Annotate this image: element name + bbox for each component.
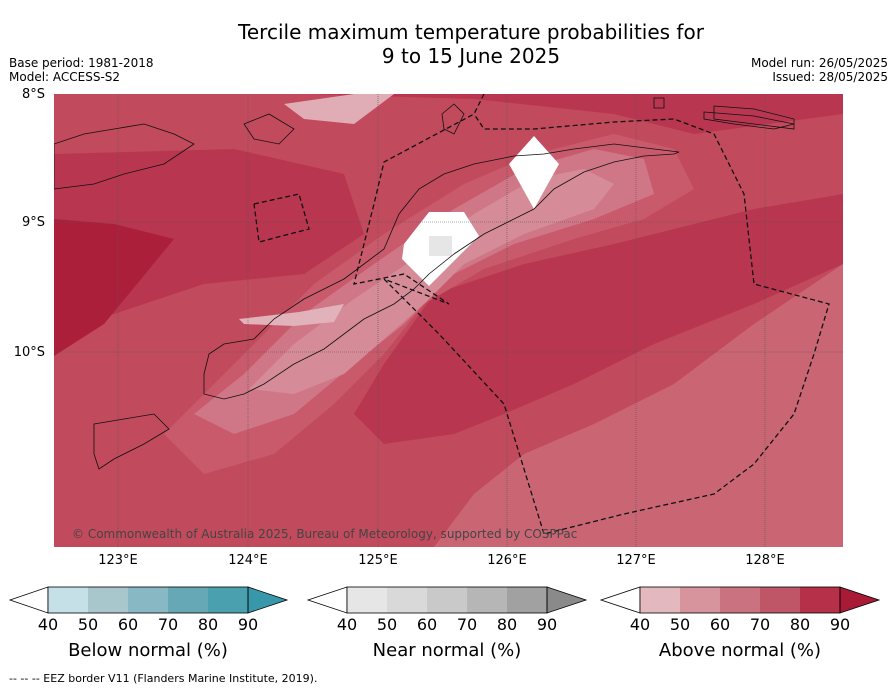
colorbar-below-normal: [8, 586, 289, 614]
gridlines: [54, 94, 843, 547]
cb-tick: 70: [749, 615, 771, 634]
colorbar-below-swatch: [48, 587, 88, 613]
sumba-rote-islands-outline: [93, 413, 170, 470]
atauro-island-outline: [441, 103, 465, 135]
cb-tick: 50: [669, 615, 691, 634]
lon-label: 128°E: [745, 553, 785, 568]
colorbar-above-swatch: [680, 587, 720, 613]
colorbar-near-extend-low: [306, 586, 348, 614]
contour-40-50-north: [284, 94, 394, 124]
colorbar-below-extend-low: [8, 586, 49, 614]
colorbar-above-normal: [599, 586, 881, 614]
alor-island-outline: [243, 113, 295, 145]
coastlines: [54, 97, 795, 470]
timor-island-outline: [203, 143, 680, 400]
colorbar-near-swatch: [347, 587, 387, 613]
cb-tick: 80: [197, 615, 219, 634]
cb-tick: 80: [496, 615, 518, 634]
wetar-island-outline: [703, 111, 795, 130]
title-line-2: 9 to 15 June 2025: [381, 44, 561, 68]
issued-date: Issued: 28/05/2025: [772, 70, 888, 84]
colorbar-near-swatch: [387, 587, 427, 613]
cb-tick: 50: [77, 615, 99, 634]
cb-tick: 50: [376, 615, 398, 634]
cb-tick: 60: [416, 615, 438, 634]
colorbar-below-swatch: [88, 587, 128, 613]
contour-60-70-southeast: [434, 264, 843, 547]
cb-tick: 60: [117, 615, 139, 634]
flores-island-outline: [54, 123, 195, 190]
colorbar-title-below: Below normal (%): [68, 640, 228, 661]
lon-label: 123°E: [98, 553, 138, 568]
colorbar-title-near: Near normal (%): [372, 640, 522, 661]
colorbar-above-swatch: [760, 587, 800, 613]
colorbars: [8, 586, 881, 614]
white-patch-east: [509, 136, 559, 209]
contour-40-50-corridor: [239, 304, 344, 326]
cb-tick: 40: [629, 615, 651, 634]
colorbar-near-swatch: [507, 587, 547, 613]
base-period: Base period: 1981-2018: [9, 56, 154, 70]
near-normal-patch: [429, 236, 452, 256]
eez-border: [253, 94, 830, 535]
colorbar-near-swatch: [427, 587, 467, 613]
lon-label: 125°E: [358, 553, 398, 568]
lat-label: 9°S: [21, 215, 45, 230]
chart-title: Tercile maximum temperature probabilitie…: [0, 20, 896, 68]
title-line-1: Tercile maximum temperature probabilitie…: [238, 20, 704, 44]
cb-tick: 90: [829, 615, 851, 634]
cb-tick: 70: [456, 615, 478, 634]
colorbar-above-swatch: [640, 587, 680, 613]
cb-tick: 80: [789, 615, 811, 634]
probability-map: © Commonwealth of Australia 2025, Bureau…: [54, 94, 843, 547]
lon-label: 124°E: [228, 553, 268, 568]
small-island-outline: [653, 97, 665, 109]
colorbar-below-swatch: [168, 587, 208, 613]
meta-right: Model run: 26/05/2025 Issued: 28/05/2025: [751, 56, 888, 84]
cb-tick: 90: [237, 615, 259, 634]
colorbar-above-extend-low: [599, 586, 641, 614]
colorbar-below-extend-high: [247, 586, 289, 614]
east-islands-outline: [713, 105, 795, 130]
colorbar-above-swatch: [800, 587, 840, 613]
cb-tick: 40: [37, 615, 59, 634]
colorbar-above-extend-high: [839, 586, 881, 614]
colorbar-below-swatch: [128, 587, 168, 613]
colorbar-title-above: Above normal (%): [658, 640, 822, 661]
colorbar-above-swatch: [720, 587, 760, 613]
contour-80-90-central: [354, 194, 843, 444]
cb-tick: 90: [536, 615, 558, 634]
colorbar-below-swatch: [208, 587, 248, 613]
lon-label: 126°E: [487, 553, 527, 568]
cb-tick: 70: [157, 615, 179, 634]
contour-80-90-north: [54, 94, 843, 134]
contour-above-90-west: [54, 219, 174, 356]
model-name: Model: ACCESS-S2: [9, 70, 121, 84]
lon-label: 127°E: [616, 553, 656, 568]
cb-tick: 40: [336, 615, 358, 634]
colorbar-near-swatch: [467, 587, 507, 613]
colorbar-near-normal: [306, 586, 588, 614]
lat-label: 10°S: [13, 345, 45, 360]
meta-left: Base period: 1981-2018 Model: ACCESS-S2: [9, 56, 154, 84]
cb-tick: 60: [709, 615, 731, 634]
map-credit: © Commonwealth of Australia 2025, Bureau…: [72, 527, 577, 541]
lat-label: 8°S: [21, 87, 45, 102]
model-run: Model run: 26/05/2025: [750, 56, 888, 70]
colorbar-near-extend-high: [546, 586, 588, 614]
eez-footnote: -- -- -- EEZ border V11 (Flanders Marine…: [9, 672, 318, 685]
